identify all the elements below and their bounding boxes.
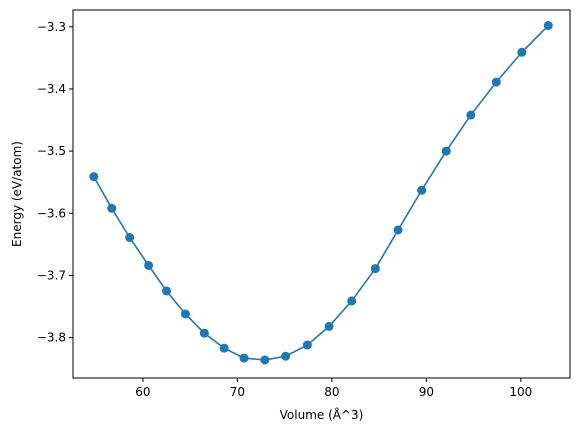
x-tick-label: 80 [324, 385, 339, 399]
data-point [144, 260, 154, 270]
data-point [162, 286, 172, 296]
data-point [324, 321, 334, 331]
y-tick-label: −3.4 [37, 82, 66, 96]
ticks-layer: 60 70 80 90 100 −3.8 −3.7 −3.6 −3.5 −3.4 −3.3 [37, 20, 532, 399]
data-point [281, 351, 291, 361]
data-point [517, 47, 527, 57]
data-point [219, 343, 229, 353]
data-point [260, 355, 270, 365]
y-tick-label: −3.8 [37, 331, 66, 345]
x-tick-label: 100 [509, 385, 532, 399]
data-point [543, 21, 553, 31]
plot-layer [89, 21, 553, 365]
data-point [347, 296, 357, 306]
y-tick-label: −3.7 [37, 268, 66, 282]
data-point [370, 264, 380, 274]
series-line [93, 24, 549, 361]
data-point [393, 225, 403, 235]
data-point [89, 172, 99, 182]
x-axis-label: Volume (Å^3) [280, 407, 364, 422]
data-point [441, 146, 451, 156]
data-point [466, 110, 476, 120]
y-tick-label: −3.5 [37, 144, 66, 158]
y-tick-label: −3.6 [37, 206, 66, 220]
data-point [107, 203, 117, 213]
x-tick-label: 70 [230, 385, 245, 399]
plot-frame [72, 9, 571, 379]
data-point [417, 185, 427, 195]
data-point [180, 309, 190, 319]
data-point [491, 77, 501, 87]
data-point [199, 328, 209, 338]
x-tick-label: 60 [135, 385, 150, 399]
y-tick-label: −3.3 [37, 20, 66, 34]
data-point [125, 233, 135, 243]
y-axis-label: Energy (eV/atom) [10, 141, 24, 247]
x-tick-label: 90 [419, 385, 434, 399]
data-point [302, 340, 312, 350]
data-point [239, 353, 249, 363]
